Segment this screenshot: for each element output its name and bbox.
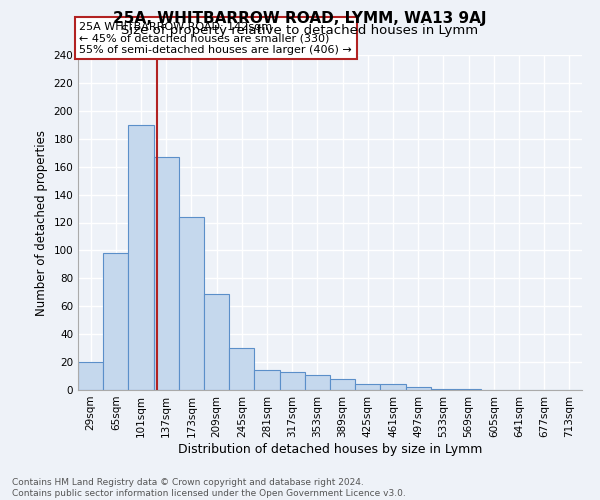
Text: 25A WHITBARROW ROAD: 142sqm
← 45% of detached houses are smaller (330)
55% of se: 25A WHITBARROW ROAD: 142sqm ← 45% of det… (79, 22, 352, 55)
Bar (330, 379, 355, 390)
Bar (229, 348, 254, 390)
Bar (128, 125, 154, 390)
Bar (355, 384, 380, 390)
Y-axis label: Number of detached properties: Number of detached properties (35, 130, 48, 316)
Text: Size of property relative to detached houses in Lymm: Size of property relative to detached ho… (121, 24, 479, 37)
Bar (103, 253, 128, 390)
Text: Contains HM Land Registry data © Crown copyright and database right 2024.
Contai: Contains HM Land Registry data © Crown c… (12, 478, 406, 498)
Bar (254, 370, 280, 390)
Bar (78, 362, 103, 390)
Bar (380, 384, 406, 390)
Bar (204, 294, 229, 390)
Bar (456, 388, 481, 390)
Bar (280, 372, 305, 390)
Bar (179, 217, 204, 390)
Bar (406, 387, 431, 390)
Bar (431, 388, 456, 390)
X-axis label: Distribution of detached houses by size in Lymm: Distribution of detached houses by size … (178, 442, 482, 456)
Bar (154, 157, 179, 390)
Text: 25A, WHITBARROW ROAD, LYMM, WA13 9AJ: 25A, WHITBARROW ROAD, LYMM, WA13 9AJ (113, 11, 487, 26)
Bar (305, 374, 330, 390)
